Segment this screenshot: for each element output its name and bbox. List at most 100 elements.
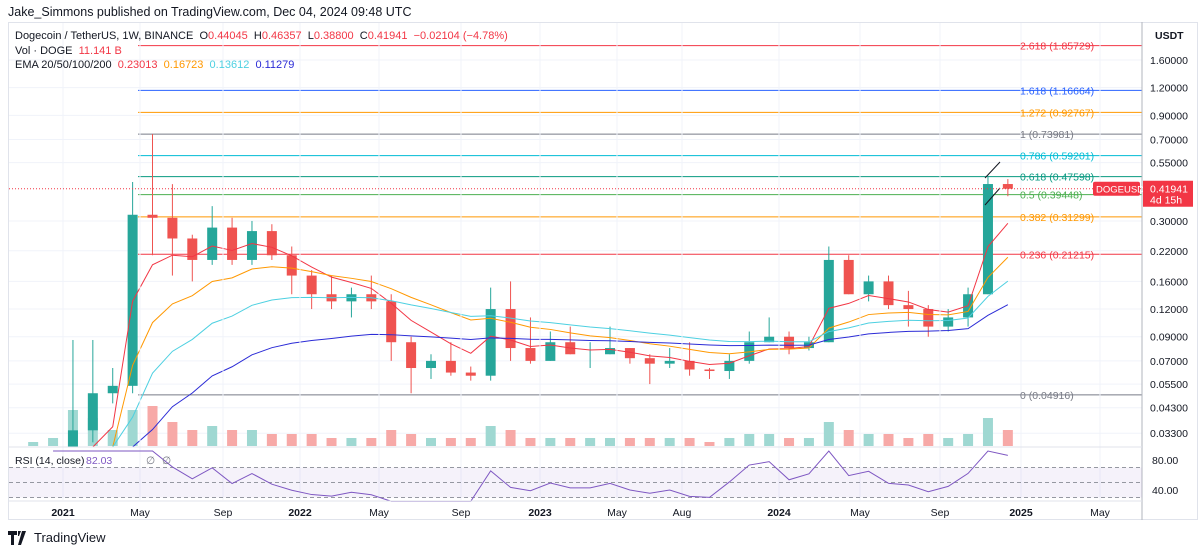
volume-bar xyxy=(744,434,755,446)
ema100-value: 0.13612 xyxy=(209,59,250,71)
volume-bar xyxy=(664,438,675,446)
volume-value: 11.141 B xyxy=(78,44,122,57)
volume-bar xyxy=(724,438,735,446)
candle-body xyxy=(863,281,874,295)
candle-body xyxy=(425,360,436,369)
candle-body xyxy=(883,281,894,306)
volume-bar xyxy=(704,442,715,446)
volume-row: Vol · DOGE 11.141 B xyxy=(15,44,508,59)
rsi-band xyxy=(9,467,1142,498)
candle-body xyxy=(784,336,795,349)
publisher-line: Jake_Simmons published on TradingView.co… xyxy=(8,5,412,19)
time-tick-label: 2024 xyxy=(767,507,791,519)
candle-body xyxy=(286,255,297,276)
volume-bar xyxy=(147,406,158,446)
volume-bar xyxy=(425,438,436,446)
candle-body xyxy=(943,317,954,327)
candle-body xyxy=(525,348,536,361)
rsi-tick-label: 40.00 xyxy=(1152,485,1178,497)
chart-legend: Dogecoin / TetherUS, 1W, BINANCE O0.4404… xyxy=(15,29,508,73)
fib-level-label: 0.786 (0.59201) xyxy=(1020,151,1094,163)
candle-body xyxy=(664,360,675,364)
symbol-tag xyxy=(1093,181,1140,196)
time-tick-label: Sep xyxy=(452,507,471,519)
candle-body xyxy=(187,238,198,260)
symbol-name[interactable]: Dogecoin / TetherUS, 1W, BINANCE xyxy=(15,30,194,42)
price-tick-label: 0.03300 xyxy=(1150,428,1188,440)
price-tick-label: 0.90000 xyxy=(1150,110,1188,122)
high-value: 0.46357 xyxy=(261,30,302,42)
volume-bar xyxy=(923,434,934,446)
ema-row: EMA 20/50/100/200 0.23013 0.16723 0.1361… xyxy=(15,58,508,73)
chart-frame xyxy=(8,22,1198,520)
candle-body xyxy=(684,360,695,370)
volume-label[interactable]: Vol · DOGE xyxy=(15,44,73,57)
candle-body xyxy=(445,360,456,373)
price-tick-label: 0.16000 xyxy=(1150,276,1188,288)
volume-bar xyxy=(784,438,795,446)
candle-body xyxy=(624,348,635,359)
candle-body xyxy=(485,309,496,376)
volume-bar xyxy=(326,438,337,446)
open-value: 0.44045 xyxy=(208,30,248,42)
rsi-na: ∅ xyxy=(162,455,171,467)
ema-label[interactable]: EMA 20/50/100/200 xyxy=(15,59,112,71)
trend-line xyxy=(984,187,1001,206)
rsi-tick-label: 80.00 xyxy=(1152,455,1178,467)
change-value: −0.02104 (−4.78%) xyxy=(413,30,508,42)
low-label: L xyxy=(307,30,314,42)
brand-name[interactable]: TradingView xyxy=(34,530,106,545)
candle-body xyxy=(545,342,556,361)
volume-bar xyxy=(465,438,476,446)
volume-bar xyxy=(366,438,377,446)
ema200-value: 0.11279 xyxy=(255,59,295,71)
fib-level-label: 2.618 (1.85729) xyxy=(1020,41,1094,53)
time-tick-label: 2025 xyxy=(1009,507,1033,519)
volume-bar xyxy=(843,430,854,446)
price-tick-label: 0.12000 xyxy=(1150,304,1188,316)
volume-bar xyxy=(107,430,118,446)
price-tag xyxy=(1143,180,1193,207)
time-tick-label: 2023 xyxy=(528,507,552,519)
volume-bar xyxy=(903,438,914,446)
price-pane xyxy=(9,45,1142,447)
ema50-value: 0.16723 xyxy=(163,59,204,71)
candle-body xyxy=(266,231,277,256)
volume-bar xyxy=(386,430,397,446)
tradingview-logo-icon xyxy=(8,530,26,545)
candle-body xyxy=(167,217,178,239)
close-label: C xyxy=(359,30,368,42)
fib-level-label: 0.618 (0.47598) xyxy=(1020,172,1094,184)
candle-body xyxy=(1002,184,1013,189)
fib-level-label: 1.272 (0.92767) xyxy=(1020,107,1094,119)
fib-level-label: 0.236 (0.21215) xyxy=(1020,249,1094,261)
time-tick-label: Sep xyxy=(214,507,233,519)
candle-body xyxy=(67,430,78,447)
volume-bar xyxy=(585,438,596,446)
high-label: H xyxy=(253,30,262,42)
volume-bar xyxy=(565,438,576,446)
candle-body xyxy=(246,231,257,260)
volume-bar xyxy=(883,434,894,446)
axis-unit: USDT xyxy=(1155,30,1184,42)
volume-bar xyxy=(803,438,814,446)
volume-bar xyxy=(1002,430,1013,446)
time-tick-label: 2022 xyxy=(288,507,312,519)
time-tick-label: May xyxy=(130,507,151,519)
candle-body xyxy=(764,336,775,343)
price-tick-label: 0.04300 xyxy=(1150,403,1188,415)
time-tick-label: May xyxy=(850,507,871,519)
price-tick-label: 1.20000 xyxy=(1150,83,1188,95)
candle-body xyxy=(87,393,98,431)
volume-bar xyxy=(445,438,456,446)
candle-body xyxy=(605,348,616,355)
candle-body xyxy=(386,301,397,343)
footer: TradingView xyxy=(8,530,106,545)
price-tick-label: 0.55000 xyxy=(1150,158,1188,170)
candle-body xyxy=(923,309,934,327)
volume-bar xyxy=(644,438,655,446)
rsi-na: ∅ xyxy=(146,455,155,467)
time-tick-label: 2021 xyxy=(51,507,75,519)
volume-bar xyxy=(823,422,834,446)
